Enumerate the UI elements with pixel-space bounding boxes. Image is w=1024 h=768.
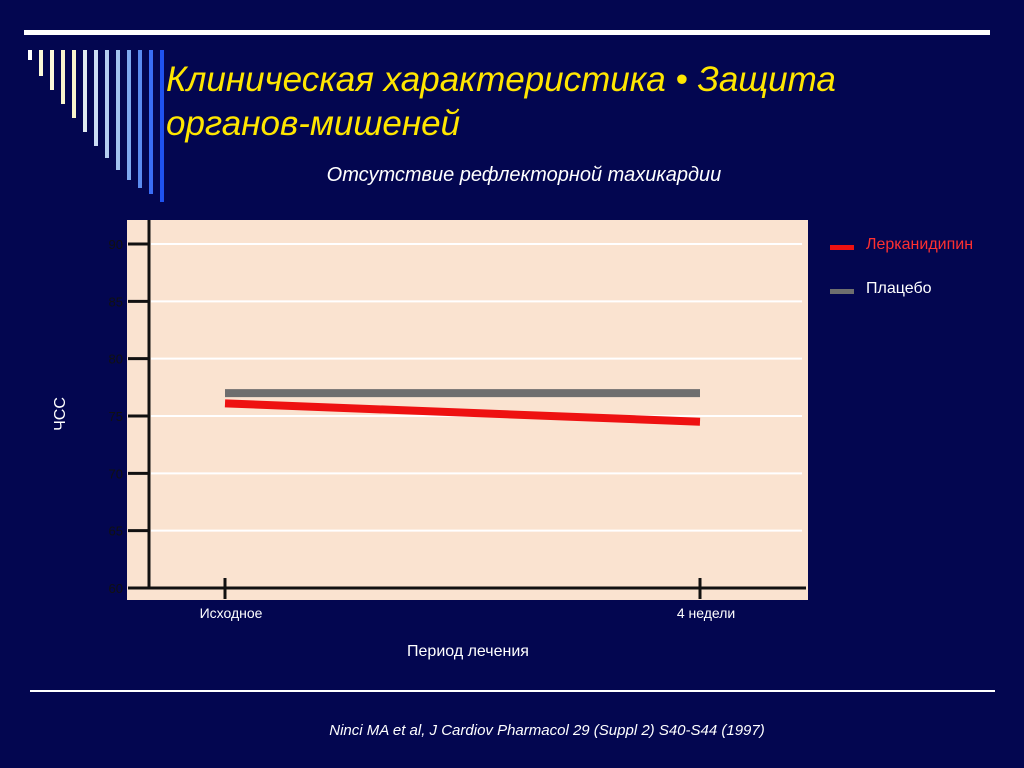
deco-bar bbox=[83, 50, 87, 132]
y-axis-label: ЧСС bbox=[52, 397, 69, 431]
legend-label-placebo: Плацебо bbox=[866, 280, 932, 297]
series bbox=[224, 389, 701, 426]
deco-bar bbox=[127, 50, 131, 180]
deco-bar bbox=[39, 50, 43, 76]
y-tick-label: 85 bbox=[109, 294, 123, 309]
x-axis-label: Период лечения bbox=[407, 643, 529, 660]
x-tick-label: Исходное bbox=[200, 605, 263, 621]
legend-swatch-lercanidipine bbox=[830, 245, 854, 250]
deco-bar bbox=[50, 50, 54, 90]
y-tick-label: 65 bbox=[109, 524, 123, 539]
deco-bar bbox=[28, 50, 32, 60]
slide-title: Клиническая характеристика • Защита орга… bbox=[166, 60, 836, 143]
deco-bar bbox=[72, 50, 76, 118]
y-tick-label: 90 bbox=[109, 237, 123, 252]
deco-bar bbox=[116, 50, 120, 170]
y-tick-label: 75 bbox=[109, 409, 123, 424]
deco-bar bbox=[94, 50, 98, 146]
bottom-rule bbox=[30, 690, 995, 692]
x-tick-label: 4 недели bbox=[677, 605, 735, 621]
y-tick-label: 80 bbox=[109, 352, 123, 367]
series-line-lercanidipine bbox=[224, 399, 701, 426]
chart-subtitle: Отсутствие рефлекторной тахикардии bbox=[326, 164, 722, 186]
citation: Ninci MA et al, J Cardiov Pharmacol 29 (… bbox=[329, 722, 765, 739]
deco-bar bbox=[149, 50, 153, 194]
y-tick-label: 70 bbox=[109, 466, 123, 481]
deco-bar bbox=[160, 50, 164, 202]
deco-bar bbox=[61, 50, 65, 104]
deco-bar bbox=[138, 50, 142, 188]
x-ticks: Исходное 4 недели bbox=[200, 578, 735, 621]
top-rule bbox=[24, 30, 990, 35]
y-ticks: 90 85 80 75 70 65 60 bbox=[109, 237, 150, 596]
y-tick-label: 60 bbox=[109, 581, 123, 596]
deco-bar bbox=[105, 50, 109, 158]
legend-swatch-placebo bbox=[830, 289, 854, 294]
legend-label-lercanidipine: Лерканидипин bbox=[866, 236, 974, 253]
